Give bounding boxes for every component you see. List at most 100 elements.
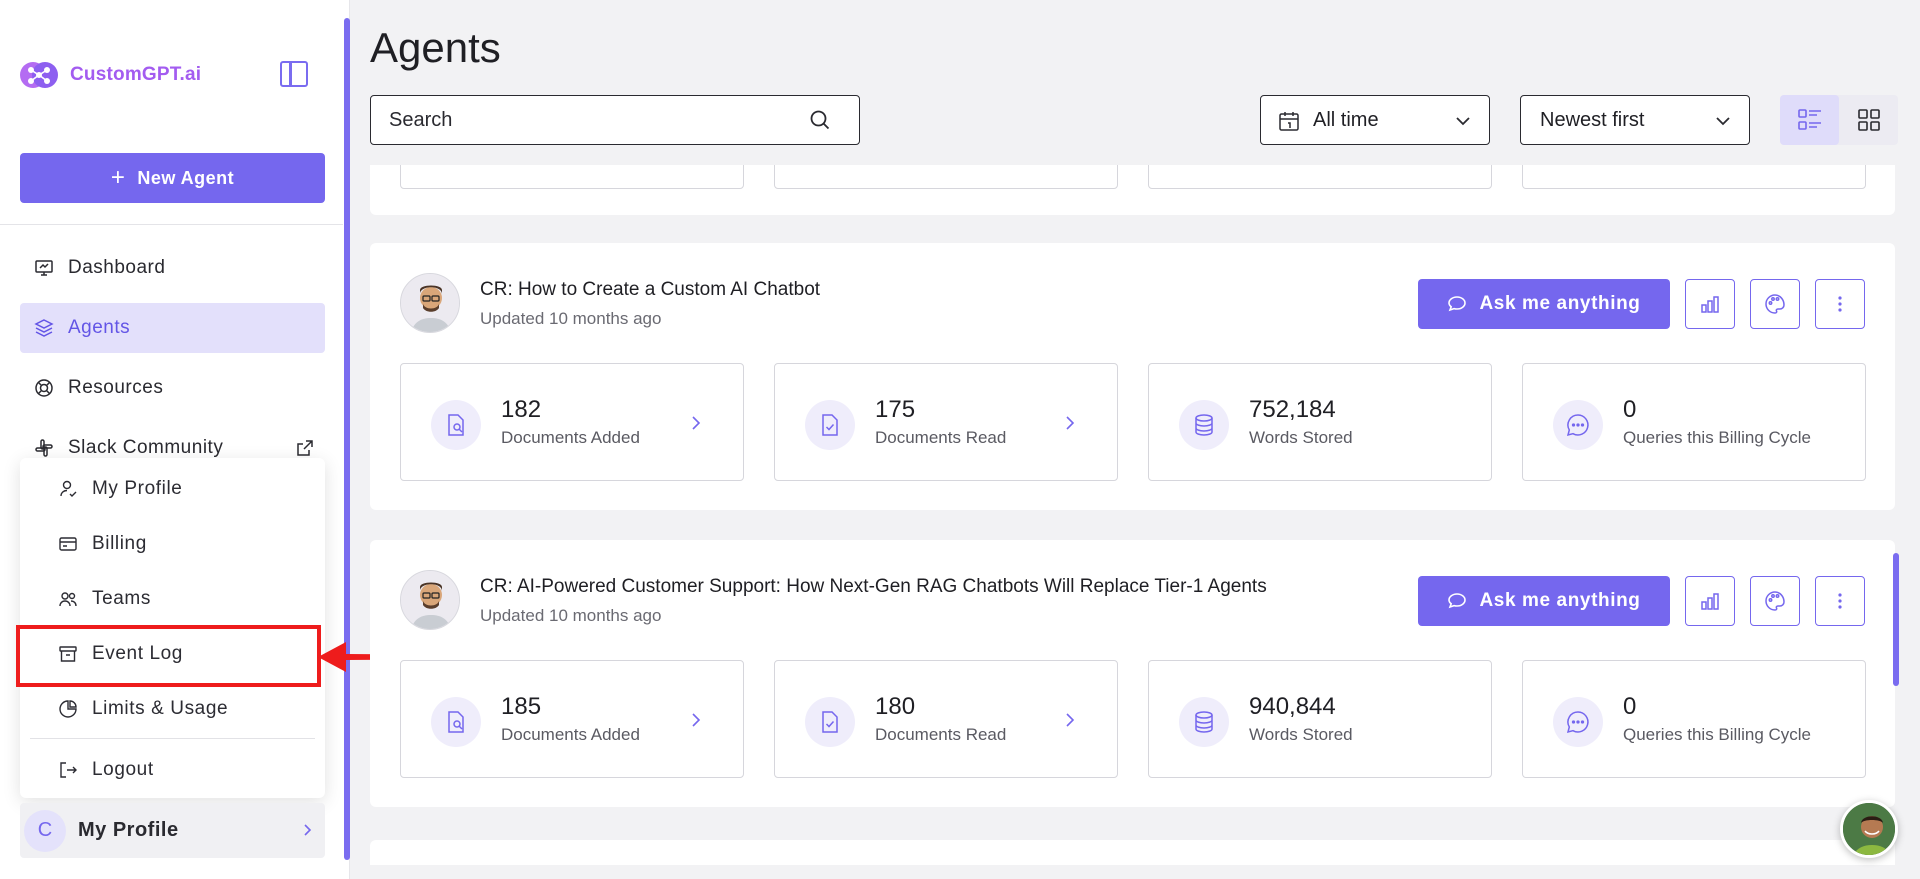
bar-chart-icon xyxy=(1701,296,1719,313)
stat-value: 175 xyxy=(875,396,916,423)
sidebar: CustomGPT.ai + New Agent Dashboard Agent… xyxy=(0,0,350,879)
avatar xyxy=(400,570,460,630)
new-agent-label: New Agent xyxy=(137,167,235,188)
chevron-right-icon[interactable] xyxy=(689,414,703,432)
stat-value: 940,844 xyxy=(1249,693,1336,720)
chat-dots-icon xyxy=(1553,400,1603,450)
analytics-button[interactable] xyxy=(1685,576,1735,626)
agent-title[interactable]: CR: AI-Powered Customer Support: How Nex… xyxy=(480,576,1267,597)
chevron-down-icon xyxy=(1456,117,1470,126)
logout-icon xyxy=(60,762,77,778)
brain-logo-icon xyxy=(20,62,58,88)
pie-chart-icon xyxy=(59,700,77,718)
sidebar-item-agents[interactable]: Agents xyxy=(20,303,325,353)
analytics-button[interactable] xyxy=(1685,279,1735,329)
menu-item-label: Teams xyxy=(92,588,151,609)
document-search-icon xyxy=(431,697,481,747)
chevron-right-icon[interactable] xyxy=(1063,711,1077,729)
stat-card xyxy=(1522,165,1866,189)
agent-updated: Updated 10 months ago xyxy=(480,309,662,328)
my-profile-button[interactable]: C My Profile xyxy=(20,803,325,858)
more-options-button[interactable] xyxy=(1815,279,1865,329)
sidebar-item-slack-community[interactable]: Slack Community xyxy=(20,423,325,473)
sidebar-item-label: Slack Community xyxy=(68,437,224,458)
external-link-icon xyxy=(297,440,313,456)
stat-card xyxy=(1148,165,1492,189)
palette-icon xyxy=(1765,294,1785,314)
sidebar-item-dashboard[interactable]: Dashboard xyxy=(20,243,325,293)
user-icon xyxy=(60,480,77,497)
ask-me-anything-button[interactable]: Ask me anything xyxy=(1418,576,1670,626)
search-icon[interactable] xyxy=(809,109,831,131)
collapse-sidebar-icon[interactable] xyxy=(280,61,308,87)
stat-value: 752,184 xyxy=(1249,396,1336,423)
more-vertical-icon xyxy=(1838,593,1842,609)
menu-divider xyxy=(30,738,315,739)
chevron-right-icon[interactable] xyxy=(1063,414,1077,432)
agent-title[interactable]: CR: How to Create a Custom AI Chatbot xyxy=(480,279,821,300)
menu-item-limits-usage[interactable]: Limits & Usage xyxy=(20,684,325,734)
menu-item-event-log[interactable]: Event Log xyxy=(20,629,325,679)
sidebar-scrollbar[interactable] xyxy=(344,18,350,860)
grid-view-icon xyxy=(1857,109,1880,131)
document-check-icon xyxy=(805,400,855,450)
stat-queries: 0 Queries this Billing Cycle xyxy=(1522,363,1866,481)
stat-label: Documents Read xyxy=(875,428,1007,447)
menu-item-label: Logout xyxy=(92,759,154,780)
sidebar-item-label: Resources xyxy=(68,377,164,398)
menu-item-logout[interactable]: Logout xyxy=(20,745,325,795)
design-button[interactable] xyxy=(1750,279,1800,329)
search-box[interactable] xyxy=(370,95,860,145)
support-chat-avatar[interactable] xyxy=(1840,800,1898,858)
plus-icon: + xyxy=(110,164,126,191)
ask-me-anything-button[interactable]: Ask me anything xyxy=(1418,279,1670,329)
time-filter-value: All time xyxy=(1313,108,1379,131)
new-agent-button[interactable]: + New Agent xyxy=(20,153,325,203)
more-options-button[interactable] xyxy=(1815,576,1865,626)
search-input[interactable] xyxy=(389,108,789,132)
page-title: Agents xyxy=(370,24,501,71)
menu-item-teams[interactable]: Teams xyxy=(20,574,325,624)
list-view-icon xyxy=(1797,109,1821,130)
menu-item-label: My Profile xyxy=(92,478,183,499)
agent-avatar-icon xyxy=(401,274,459,332)
stat-label: Documents Added xyxy=(501,428,640,447)
avatar xyxy=(400,273,460,333)
chat-bubble-icon xyxy=(1448,296,1467,312)
logo[interactable]: CustomGPT.ai xyxy=(18,54,201,96)
menu-item-label: Limits & Usage xyxy=(92,698,229,719)
agent-card: CR: How to Create a Custom AI Chatbot Up… xyxy=(370,243,1895,510)
stat-label: Documents Added xyxy=(501,725,640,744)
sort-dropdown[interactable]: Newest first xyxy=(1520,95,1750,145)
credit-card-icon xyxy=(59,537,77,551)
stat-label: Queries this Billing Cycle xyxy=(1623,428,1812,447)
agents-list[interactable]: CR: How to Create a Custom AI Chatbot Up… xyxy=(370,165,1895,865)
stat-documents-read: 180 Documents Read xyxy=(774,660,1118,778)
sort-value: Newest first xyxy=(1540,108,1645,131)
stat-queries: 0 Queries this Billing Cycle xyxy=(1522,660,1866,778)
agent-card-partial xyxy=(370,165,1895,215)
list-view-button[interactable] xyxy=(1780,95,1839,145)
time-filter-dropdown[interactable]: All time xyxy=(1260,95,1490,145)
stat-card xyxy=(400,165,744,189)
chevron-right-icon[interactable] xyxy=(689,711,703,729)
stat-card xyxy=(774,165,1118,189)
menu-item-label: Event Log xyxy=(92,643,183,664)
profile-label: My Profile xyxy=(78,819,179,841)
ask-label: Ask me anything xyxy=(1479,293,1641,314)
support-agent-icon xyxy=(1843,803,1895,855)
ask-label: Ask me anything xyxy=(1479,590,1641,611)
document-check-icon xyxy=(805,697,855,747)
agent-card: CR: AI-Powered Customer Support: How Nex… xyxy=(370,540,1895,807)
menu-item-billing[interactable]: Billing xyxy=(20,519,325,569)
menu-item-my-profile[interactable]: My Profile xyxy=(20,464,325,514)
calendar-icon xyxy=(1279,112,1299,131)
sidebar-item-resources[interactable]: Resources xyxy=(20,363,325,413)
stat-documents-added: 182 Documents Added xyxy=(400,363,744,481)
design-button[interactable] xyxy=(1750,576,1800,626)
stat-value: 0 xyxy=(1623,693,1637,720)
main-scrollbar[interactable] xyxy=(1893,553,1899,686)
stat-value: 180 xyxy=(875,693,916,720)
grid-view-button[interactable] xyxy=(1839,95,1898,145)
document-search-icon xyxy=(431,400,481,450)
